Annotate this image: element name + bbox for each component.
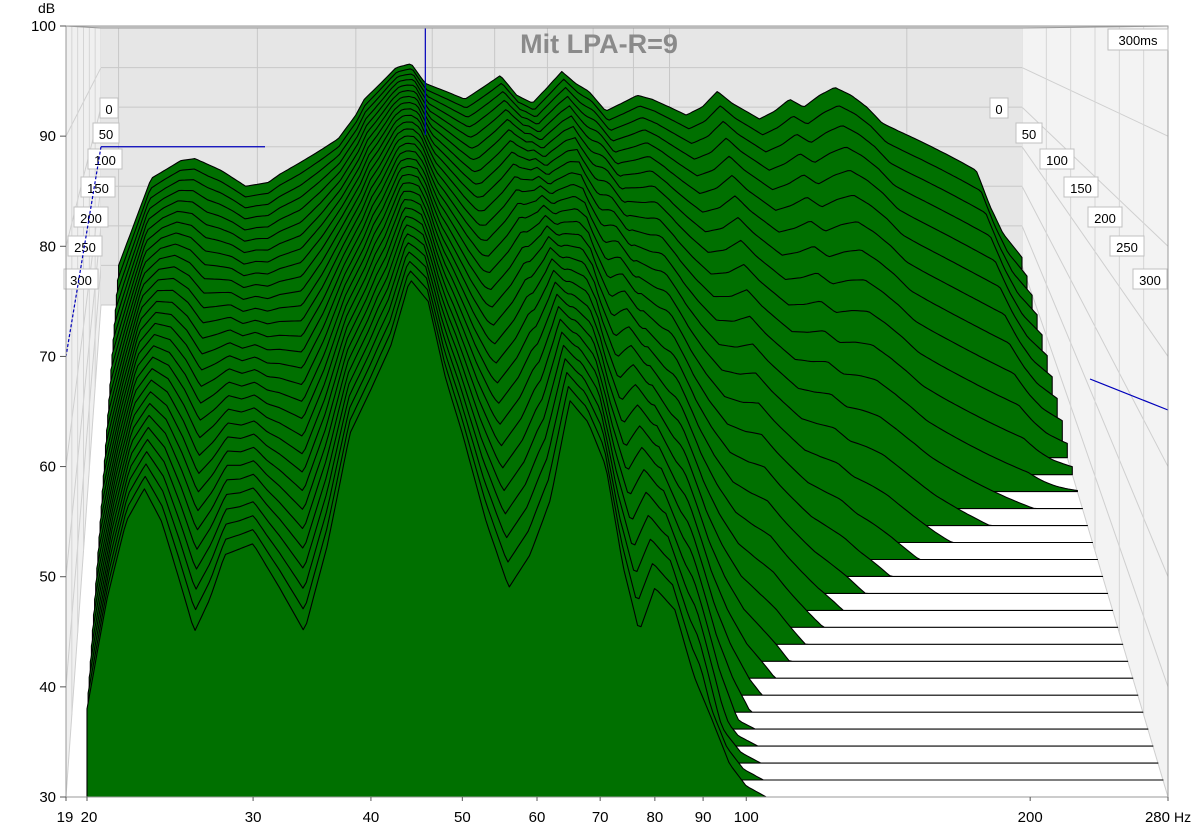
y-tick-label: 100 <box>31 18 56 35</box>
time-label-left: 150 <box>80 176 116 198</box>
plot-frame <box>65 25 1169 798</box>
chart-title: Mit LPA-R=9 <box>520 29 678 59</box>
time-label-right: 0 <box>989 97 1009 119</box>
x-tick-label: 19 <box>57 809 74 826</box>
y-tick-label: 40 <box>39 679 56 696</box>
x-tick-label: 70 <box>592 809 609 826</box>
x-tick-label: 30 <box>245 809 262 826</box>
svg-text:50: 50 <box>1022 127 1036 142</box>
time-label-left: 300 <box>63 268 99 290</box>
x-tick-label: 50 <box>454 809 471 826</box>
svg-text:300ms: 300ms <box>1118 33 1158 48</box>
y-axis-unit: dB <box>38 0 55 16</box>
cursor-crosshair <box>65 28 1169 411</box>
x-tick-label: 40 <box>363 809 380 826</box>
time-label-right: 250 <box>1109 235 1145 257</box>
svg-text:200: 200 <box>80 211 102 226</box>
time-label-left: 50 <box>92 122 120 144</box>
x-tick-label: 80 <box>647 809 664 826</box>
x-tick-label: 90 <box>695 809 712 826</box>
y-tick-label: 70 <box>39 348 56 365</box>
svg-text:50: 50 <box>99 127 113 142</box>
x-tick-label: 60 <box>529 809 546 826</box>
svg-text:200: 200 <box>1094 211 1116 226</box>
time-label-right: 150 <box>1063 176 1099 198</box>
time-label-right: 300 <box>1132 268 1168 290</box>
y-axis-ticks: 100 90 80 70 60 50 40 30 <box>31 18 66 806</box>
time-label-right: 50 <box>1015 122 1043 144</box>
cursor-depth-left <box>65 146 102 357</box>
x-axis-ticks: 19 20 30 40 50 60 70 80 90 100 200 280 <box>57 797 1170 826</box>
x-axis-unit: Hz <box>1174 809 1191 825</box>
x-tick-label: 20 <box>81 809 98 826</box>
time-label-right: 100 <box>1039 148 1075 170</box>
x-tick-label: 280 <box>1145 809 1170 826</box>
time-axis-left: 0 50 100 150 200 250 300 <box>63 97 123 290</box>
time-label-left: 0 <box>99 97 119 119</box>
y-tick-label: 60 <box>39 459 56 476</box>
time-max-label: 300ms <box>1107 28 1169 51</box>
x-tick-label: 100 <box>734 809 759 826</box>
y-tick-label: 50 <box>39 569 56 586</box>
y-tick-label: 90 <box>39 128 56 145</box>
svg-text:300: 300 <box>70 273 92 288</box>
cursor-depth-right <box>1089 378 1169 411</box>
time-label-right: 200 <box>1087 206 1123 228</box>
waterfall-slices <box>86 63 1169 798</box>
svg-text:250: 250 <box>74 240 96 255</box>
svg-text:0: 0 <box>995 102 1002 117</box>
svg-text:100: 100 <box>1046 153 1068 168</box>
svg-text:0: 0 <box>105 102 112 117</box>
x-tick-label: 200 <box>1018 809 1043 826</box>
svg-text:300: 300 <box>1139 273 1161 288</box>
svg-text:250: 250 <box>1116 240 1138 255</box>
svg-text:100: 100 <box>94 153 116 168</box>
time-label-left: 100 <box>87 148 123 170</box>
y-tick-label: 80 <box>39 238 56 255</box>
svg-text:150: 150 <box>1070 181 1092 196</box>
time-label-left: 200 <box>73 206 109 228</box>
y-tick-label: 30 <box>39 789 56 806</box>
svg-text:150: 150 <box>87 181 109 196</box>
